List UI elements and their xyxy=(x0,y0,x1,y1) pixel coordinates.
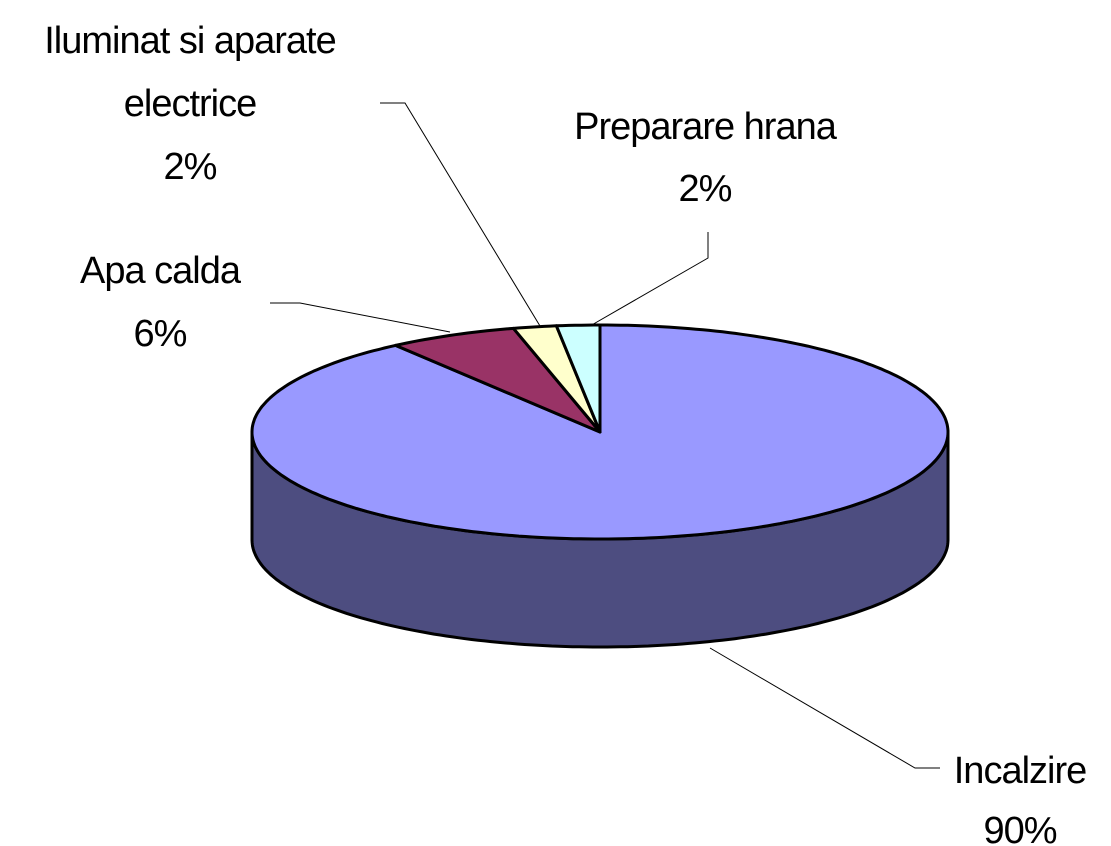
slice-label: Iluminat si aparate electrice xyxy=(44,20,337,125)
leader-line xyxy=(380,102,541,327)
slice-value-label: 90% xyxy=(983,810,1057,846)
pie-slice xyxy=(394,326,602,434)
slice-label: Preparare hrana xyxy=(574,106,837,148)
pie-slice xyxy=(554,323,602,434)
slice-label: Apa calda xyxy=(79,250,241,292)
slice-value-label: 2% xyxy=(678,168,733,210)
slice-value-label: 2% xyxy=(163,146,218,188)
slice-value-label: 6% xyxy=(133,313,188,355)
pie-slice xyxy=(512,324,602,434)
leader-line xyxy=(709,647,940,769)
slice-label: Incalzire xyxy=(953,750,1088,792)
leader-line xyxy=(270,302,451,333)
leader-line xyxy=(589,232,709,327)
